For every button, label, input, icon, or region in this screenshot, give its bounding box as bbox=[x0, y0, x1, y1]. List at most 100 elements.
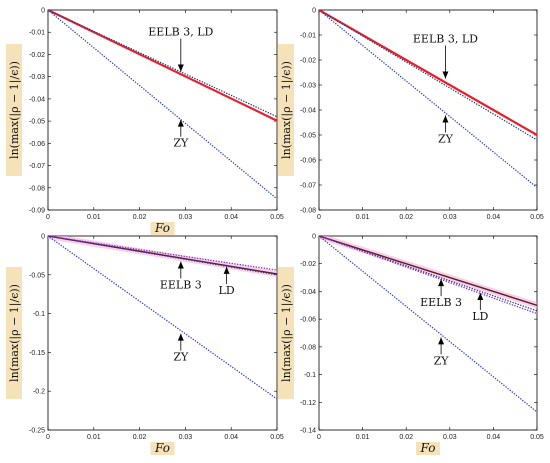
x-axis-label-highlight bbox=[150, 222, 175, 235]
annotation-arrow-head bbox=[438, 337, 445, 345]
series-group bbox=[319, 10, 537, 189]
y-tick-label: -0.06 bbox=[300, 317, 316, 324]
y-tick-label: -0.1 bbox=[304, 372, 316, 379]
y-tick-label: -0.03 bbox=[300, 83, 316, 90]
annotation-label: LD bbox=[472, 310, 488, 323]
series-line-3 bbox=[319, 10, 537, 189]
annotation-label: EELB 3, LD bbox=[148, 26, 213, 39]
y-tick-label: 0 bbox=[41, 234, 45, 241]
y-tick-label: -0.08 bbox=[300, 208, 316, 215]
y-tick-label: -0.08 bbox=[29, 185, 45, 192]
annotation-arrow-head bbox=[177, 261, 184, 269]
x-tick-label: 0.05 bbox=[270, 214, 284, 221]
annotation-label: EELB 3, LD bbox=[413, 33, 478, 46]
y-axis-label-group: ln(max(|ρ − 1|/ϵ)) bbox=[6, 44, 22, 176]
y-axis-label-highlight bbox=[6, 267, 22, 399]
x-tick-label: 0 bbox=[317, 434, 321, 441]
x-tick-label: 0.02 bbox=[133, 434, 147, 441]
y-tick-label: -0.03 bbox=[29, 74, 45, 81]
annotation-arrow-head bbox=[177, 64, 184, 72]
x-tick-label: 0.02 bbox=[399, 434, 413, 441]
series-line-3 bbox=[48, 10, 277, 200]
x-tick-label: 0.04 bbox=[487, 214, 501, 221]
x-axis-label-group: Fo bbox=[150, 441, 175, 455]
y-tick-label: 0 bbox=[41, 8, 45, 15]
y-axis-label-group: ln(max(|ρ − 1|/ϵ)) bbox=[278, 267, 294, 399]
panel-3: 0 0.01 0.02 0.03 0.04 0.05 0 -0.05 -0.1 -0.15 -0.2… bbox=[6, 234, 284, 455]
x-tick-label: 0.04 bbox=[224, 434, 238, 441]
y-tick-label: 0 bbox=[312, 8, 316, 15]
y-axis-label: ln(max(|ρ − 1|/ϵ)) bbox=[8, 61, 22, 159]
x-tick-label: 0 bbox=[317, 214, 321, 221]
series-line-5 bbox=[48, 236, 277, 400]
x-tick-label: 0.05 bbox=[530, 434, 544, 441]
y-tick-label: -0.05 bbox=[300, 133, 316, 140]
y-tick-label: -0.02 bbox=[300, 261, 316, 268]
y-tick-label: -0.02 bbox=[300, 58, 316, 65]
x-tick-label: 0 bbox=[46, 214, 50, 221]
series-line-2 bbox=[48, 10, 277, 118]
y-tick-label: -0.15 bbox=[29, 350, 45, 357]
annotation-arrow-head bbox=[438, 279, 445, 287]
y-axis-label-group: ln(max(|ρ − 1|/ϵ)) bbox=[278, 44, 294, 176]
series-line-1 bbox=[48, 10, 277, 122]
x-axis-label: Fo bbox=[154, 441, 170, 455]
x-tick-label: 0.01 bbox=[87, 434, 101, 441]
y-tick-label: -0.1 bbox=[33, 311, 45, 318]
series-line-2 bbox=[319, 236, 537, 306]
y-tick-label: -0.05 bbox=[29, 119, 45, 126]
y-tick-label: -0.09 bbox=[29, 208, 45, 215]
annotation-label: ZY bbox=[173, 351, 189, 364]
y-tick-label: -0.02 bbox=[29, 52, 45, 59]
y-tick-label: -0.04 bbox=[29, 96, 45, 103]
x-tick-label: 0.02 bbox=[399, 214, 413, 221]
y-tick-label: -0.04 bbox=[300, 289, 316, 296]
x-axis-label: Fo bbox=[154, 221, 170, 235]
y-tick-label: -0.2 bbox=[33, 389, 45, 396]
y-axis-label-highlight bbox=[278, 44, 294, 176]
x-axis-label-highlight bbox=[150, 442, 175, 455]
x-tick-label: 0.01 bbox=[356, 214, 370, 221]
annotation-arrow-head bbox=[177, 119, 184, 127]
series-line-4 bbox=[319, 236, 537, 315]
x-tick-label: 0.01 bbox=[356, 434, 370, 441]
annotation-label: EELB 3 bbox=[160, 279, 202, 292]
annotation-label: ZY bbox=[434, 354, 450, 367]
x-axis-label-group: Fo bbox=[150, 221, 175, 235]
panel-1: 0 0.01 0.02 0.03 0.04 0.05 0 -0.01 -0.02 -0.03 -0.… bbox=[6, 8, 284, 235]
y-tick-label: -0.07 bbox=[300, 183, 316, 190]
series-group bbox=[48, 10, 277, 200]
series-line-4 bbox=[48, 236, 277, 271]
series-line-5 bbox=[319, 236, 537, 413]
panel-2: 0 0.01 0.02 0.03 0.04 0.05 0 -0.01 -0.02 -0.03 -0.… bbox=[278, 8, 544, 221]
axes-frame bbox=[47, 9, 278, 211]
y-axis-label-highlight bbox=[278, 267, 294, 399]
y-axis-label-highlight bbox=[6, 44, 22, 176]
y-tick-label: -0.01 bbox=[29, 30, 45, 37]
x-axis-label: Fo bbox=[420, 441, 436, 455]
annotation-label: ZY bbox=[438, 133, 454, 146]
series-line-1 bbox=[319, 10, 537, 137]
annotation-arrow-head bbox=[477, 293, 484, 301]
series-group bbox=[319, 236, 537, 413]
x-tick-label: 0.03 bbox=[443, 434, 457, 441]
x-tick-label: 0.05 bbox=[530, 214, 544, 221]
series-line-3 bbox=[48, 236, 277, 276]
annotation-arrow-head bbox=[442, 71, 449, 79]
x-tick-label: 0.05 bbox=[270, 434, 284, 441]
annotation-arrow-head bbox=[442, 115, 449, 123]
x-tick-label: 0.04 bbox=[487, 434, 501, 441]
x-tick-label: 0.03 bbox=[179, 434, 193, 441]
series-line-2 bbox=[319, 10, 537, 141]
x-tick-label: 0 bbox=[46, 434, 50, 441]
x-tick-label: 0.01 bbox=[87, 214, 101, 221]
y-tick-label: -0.06 bbox=[29, 141, 45, 148]
y-axis-label-group: ln(max(|ρ − 1|/ϵ)) bbox=[6, 267, 22, 399]
series-group bbox=[48, 236, 277, 400]
panel-4: 0 0.01 0.02 0.03 0.04 0.05 0 -0.02 -0.04 -0.06 -0.… bbox=[278, 234, 544, 455]
y-tick-label: -0.07 bbox=[29, 163, 45, 170]
x-tick-label: 0.04 bbox=[224, 214, 238, 221]
y-tick-label: 0 bbox=[312, 234, 316, 241]
annotation-label: LD bbox=[219, 284, 235, 297]
y-tick-label: -0.14 bbox=[300, 428, 316, 435]
